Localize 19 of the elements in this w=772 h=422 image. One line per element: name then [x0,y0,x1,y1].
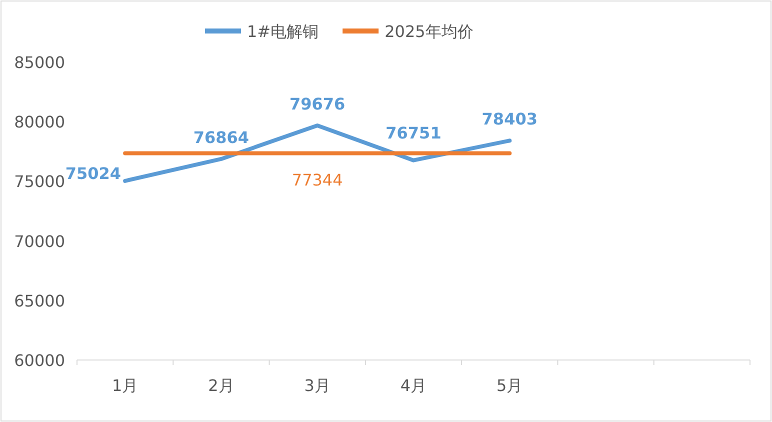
data-label: 78403 [482,110,538,129]
y-tick-label: 80000 [14,112,65,132]
x-tick-label: 3月 [304,376,330,395]
data-label: 76751 [386,123,442,142]
data-label: 77344 [292,170,343,190]
y-tick-label: 60000 [14,351,65,370]
legend-label: 1#电解铜 [247,22,319,41]
legend-label: 2025年均价 [384,22,474,41]
x-tick-label: 2月 [208,376,234,395]
x-tick-label: 1月 [112,376,138,395]
data-label: 76864 [193,128,250,147]
data-label: 75024 [65,164,122,183]
data-label: 79676 [290,94,346,114]
y-tick-label: 85000 [14,53,65,72]
y-tick-label: 70000 [14,232,65,251]
y-tick-label: 75000 [14,172,65,192]
y-tick-label: 65000 [14,291,65,310]
x-tick-label: 5月 [496,376,523,395]
x-tick-label: 4月 [400,376,427,395]
